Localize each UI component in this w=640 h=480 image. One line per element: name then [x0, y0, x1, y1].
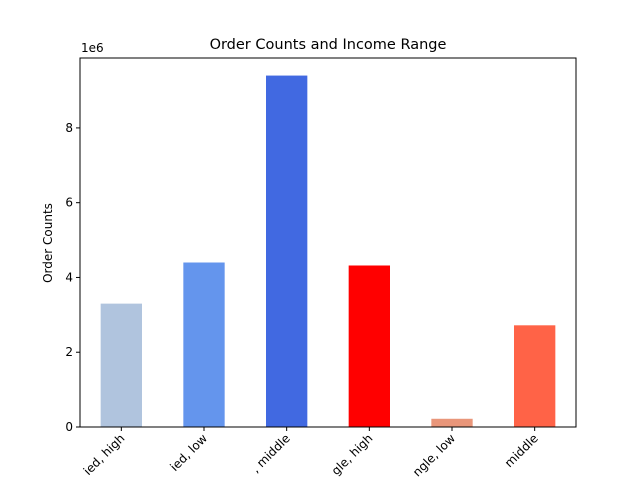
bar-1 — [100, 303, 142, 427]
bar-6 — [514, 325, 556, 427]
y-tick-label: 2 — [65, 345, 73, 359]
x-tick-label: ied, high — [81, 431, 128, 478]
bar-5 — [431, 418, 473, 427]
x-tick-label: gle, high — [329, 431, 376, 478]
y-axis-offset-label: 1e6 — [81, 41, 104, 55]
x-axis-ticks: ied, high ied, low , middle gle, high ngle, … — [81, 427, 541, 479]
x-tick-label: ngle, low — [410, 431, 458, 479]
bar-2 — [183, 262, 225, 427]
y-axis-ticks: 0 2 4 6 8 — [65, 121, 80, 434]
y-tick-label: 0 — [65, 420, 73, 434]
chart-title: Order Counts and Income Range — [210, 37, 447, 53]
plot-frame — [79, 57, 577, 428]
y-tick-label: 6 — [65, 196, 73, 210]
y-tick-label: 8 — [65, 121, 73, 135]
x-tick-label: ied, low — [167, 431, 210, 474]
bar-4 — [348, 265, 390, 427]
bars-group — [100, 75, 556, 428]
x-tick-label: , middle — [249, 431, 293, 475]
bar-3 — [266, 75, 308, 428]
y-axis-label: Order Counts — [41, 203, 55, 283]
x-tick-label: middle — [502, 431, 541, 470]
y-tick-label: 4 — [65, 270, 73, 284]
